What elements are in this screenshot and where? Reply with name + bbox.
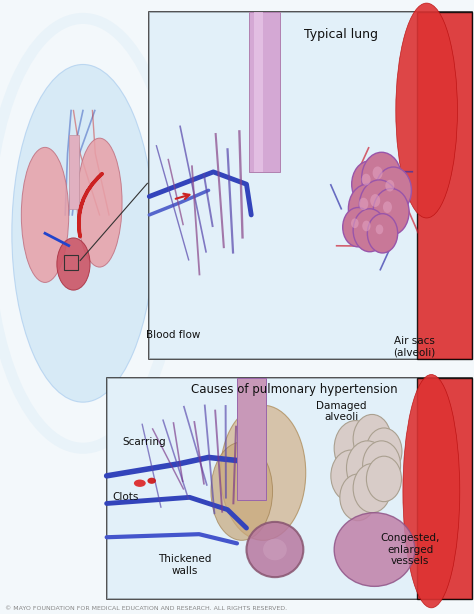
Circle shape — [373, 166, 383, 179]
Circle shape — [362, 174, 371, 185]
Text: Congested,
enlarged
vessels: Congested, enlarged vessels — [380, 533, 440, 566]
Ellipse shape — [77, 138, 122, 267]
Circle shape — [346, 441, 388, 495]
Ellipse shape — [396, 3, 457, 218]
Text: © MAYO FOUNDATION FOR MEDICAL EDUCATION AND RESEARCH. ALL RIGHTS RESERVED.: © MAYO FOUNDATION FOR MEDICAL EDUCATION … — [5, 606, 287, 611]
Ellipse shape — [57, 238, 90, 290]
Text: Thickened
walls: Thickened walls — [158, 554, 211, 576]
Circle shape — [352, 161, 388, 208]
Text: Air sacs
(alveoli): Air sacs (alveoli) — [393, 336, 436, 358]
FancyBboxPatch shape — [417, 378, 472, 599]
Circle shape — [385, 180, 394, 192]
Ellipse shape — [134, 480, 146, 487]
Circle shape — [351, 219, 359, 228]
Circle shape — [366, 456, 401, 502]
FancyBboxPatch shape — [417, 12, 472, 359]
Ellipse shape — [334, 513, 415, 586]
Circle shape — [353, 414, 391, 464]
Circle shape — [340, 474, 376, 521]
Bar — [237, 378, 266, 500]
Ellipse shape — [263, 539, 287, 560]
Circle shape — [370, 194, 380, 207]
Circle shape — [359, 180, 399, 231]
Circle shape — [366, 428, 402, 475]
Ellipse shape — [246, 522, 303, 577]
Ellipse shape — [403, 375, 460, 608]
Text: Typical lung: Typical lung — [304, 28, 378, 41]
Bar — [254, 12, 263, 172]
Circle shape — [362, 220, 371, 231]
FancyBboxPatch shape — [107, 378, 472, 599]
Text: Clots: Clots — [112, 492, 139, 502]
Text: Scarring: Scarring — [123, 437, 166, 447]
Bar — [69, 135, 79, 209]
Ellipse shape — [211, 442, 273, 540]
Circle shape — [359, 198, 368, 210]
Ellipse shape — [21, 147, 69, 282]
Circle shape — [353, 464, 391, 513]
Circle shape — [383, 201, 392, 213]
Circle shape — [331, 450, 371, 502]
Circle shape — [367, 214, 398, 253]
Ellipse shape — [147, 478, 156, 484]
Text: Causes of pulmonary hypertension: Causes of pulmonary hypertension — [191, 383, 397, 395]
Circle shape — [375, 167, 411, 214]
FancyArrowPatch shape — [79, 174, 102, 237]
Circle shape — [362, 152, 401, 204]
Circle shape — [373, 188, 409, 235]
Circle shape — [343, 208, 373, 247]
Bar — [149, 12, 472, 359]
Circle shape — [348, 184, 386, 233]
Bar — [107, 378, 472, 599]
FancyBboxPatch shape — [149, 12, 472, 359]
Ellipse shape — [220, 405, 306, 540]
Circle shape — [363, 441, 401, 490]
Text: Damaged
alveoli: Damaged alveoli — [316, 400, 366, 422]
Circle shape — [376, 225, 383, 235]
Ellipse shape — [12, 64, 154, 402]
Bar — [249, 12, 280, 172]
Text: Blood flow: Blood flow — [146, 330, 200, 340]
Circle shape — [353, 209, 386, 252]
Circle shape — [334, 421, 377, 476]
